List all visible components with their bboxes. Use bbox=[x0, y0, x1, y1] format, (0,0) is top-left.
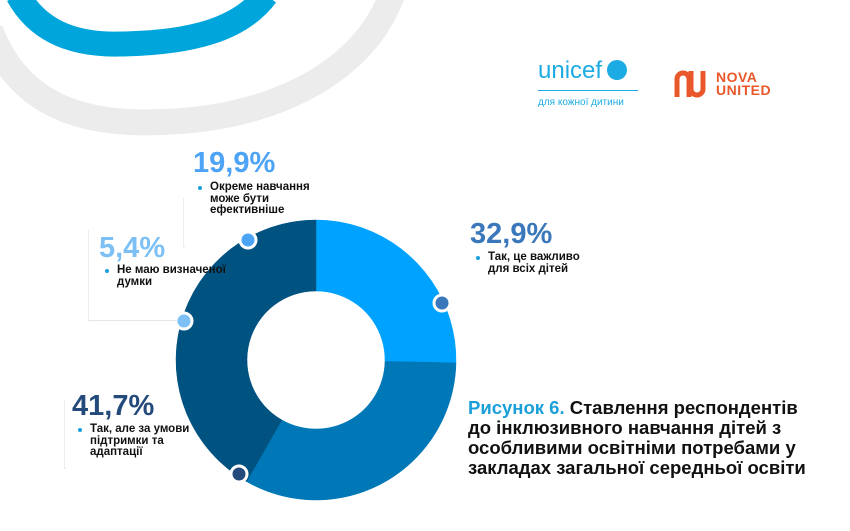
figure-caption-text: Ставлення респондентів до інклюзивного н… bbox=[468, 397, 806, 478]
figure-number: Рисунок 6. bbox=[468, 397, 565, 418]
unicef-tagline: для кожної дитини bbox=[538, 97, 624, 108]
label-frame bbox=[64, 400, 66, 469]
blue-arc bbox=[7, 0, 277, 57]
unicef-wordmark: unicef bbox=[538, 57, 603, 84]
nova-line1: NOVA bbox=[716, 69, 758, 85]
slice-marker-dot bbox=[229, 464, 249, 484]
slice-marker-dot bbox=[432, 293, 452, 313]
donut-slice bbox=[338, 227, 457, 364]
nova-line2: UNITED bbox=[716, 82, 772, 98]
donut-slice bbox=[175, 219, 317, 482]
donut-slice bbox=[246, 361, 457, 501]
value-label-41-7: 41,7% bbox=[72, 390, 155, 422]
nova-united-logo: NOVA UNITED bbox=[674, 70, 771, 98]
label-frame bbox=[88, 230, 177, 321]
slice-marker-dot bbox=[238, 230, 258, 250]
label-frame bbox=[183, 198, 185, 247]
legend-label-separate: Окреме навчання може бути ефективніше bbox=[196, 181, 330, 217]
unicef-divider bbox=[538, 90, 638, 91]
legend-label-important: Так, це важливо для всіх дітей bbox=[474, 251, 603, 275]
slice-marker-dot bbox=[174, 311, 194, 331]
value-label-5-4: 5,4% bbox=[99, 232, 166, 264]
unicef-logo: unicef для кожної дитини bbox=[538, 58, 638, 108]
nova-logo-mark-icon bbox=[674, 70, 706, 98]
legend-label-conditional: Так, але за умови підтримки та адаптації bbox=[76, 423, 215, 459]
grey-arc bbox=[0, 0, 404, 136]
value-label-19-9: 19,9% bbox=[193, 147, 276, 179]
unicef-globe-icon bbox=[606, 60, 627, 80]
figure-caption: Рисунок 6. Ставлення респондентів до інк… bbox=[468, 398, 808, 478]
legend-label-no-opinion: Не маю визначеної думки bbox=[103, 264, 237, 288]
value-label-32-9: 32,9% bbox=[470, 218, 553, 250]
